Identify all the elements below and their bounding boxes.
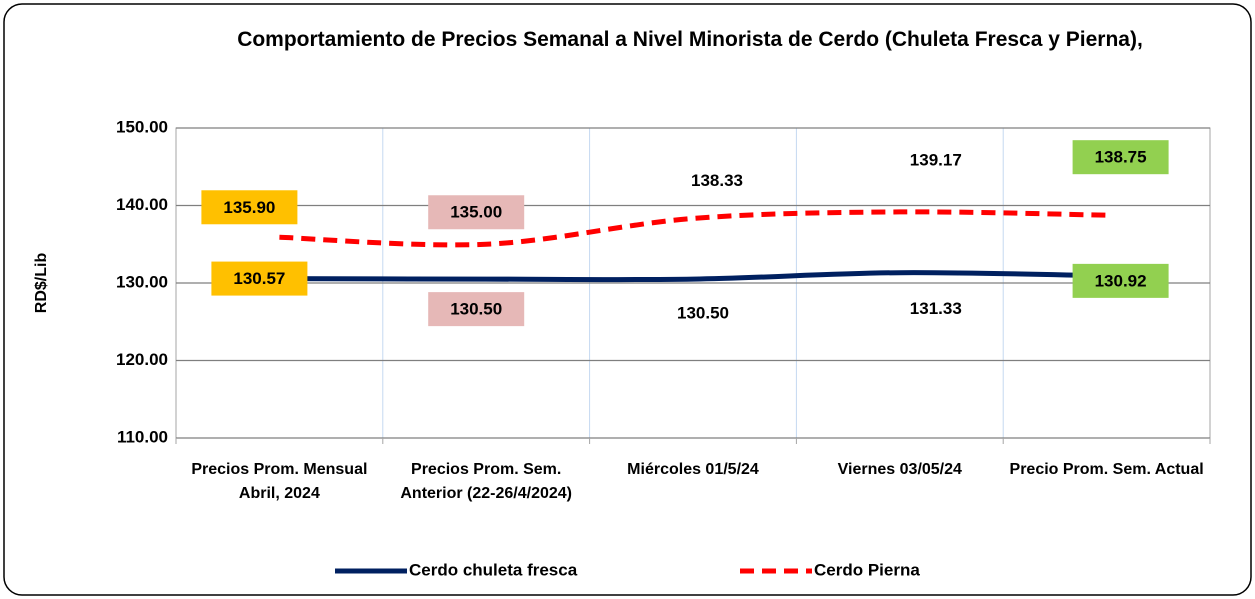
label-box	[211, 261, 308, 296]
legend-label: Cerdo chuleta fresca	[409, 560, 578, 579]
data-label: 130.92	[1095, 271, 1147, 290]
label-box	[655, 296, 751, 331]
label-box	[428, 292, 525, 327]
data-label: 130.50	[450, 300, 502, 319]
chart-title: Comportamiento de Precios Semanal a Nive…	[237, 28, 1143, 51]
x-tick-label: Precios Prom. Mensual Abril, 2024	[191, 461, 368, 502]
data-label: 130.50	[677, 304, 729, 323]
label-box	[201, 190, 298, 225]
label-box	[428, 195, 525, 230]
label-box	[1072, 263, 1169, 298]
y-tick-label: 110.00	[117, 427, 168, 446]
data-label: 130.57	[233, 269, 285, 288]
y-tick-label: 130.00	[116, 272, 168, 291]
label-box	[1072, 140, 1169, 175]
y-tick-label: 120.00	[116, 350, 168, 369]
y-tick-label: 150.00	[116, 117, 168, 136]
label-box	[887, 291, 984, 326]
y-axis-label: RD$/Lib	[33, 253, 50, 314]
x-tick-label: Precio Prom. Sem. Actual	[1009, 461, 1204, 478]
series-line	[279, 270, 1107, 283]
data-label: 131.33	[910, 299, 962, 318]
y-tick-label: 140.00	[116, 195, 168, 214]
x-tick-label: Precios Prom. Sem. Anterior (22-26/4/202…	[400, 461, 572, 502]
label-box	[669, 163, 765, 198]
x-tick-label: Viernes 03/05/24	[837, 461, 962, 478]
data-label: 135.90	[223, 198, 275, 217]
data-label: 138.33	[691, 171, 743, 190]
label-box	[887, 142, 984, 177]
data-label: 139.17	[910, 150, 962, 169]
series-line	[279, 209, 1107, 248]
legend-label: Cerdo Pierna	[814, 560, 920, 579]
data-label: 138.75	[1095, 148, 1147, 167]
x-tick-label: Miércoles 01/5/24	[627, 461, 759, 478]
data-label: 135.00	[450, 203, 502, 222]
